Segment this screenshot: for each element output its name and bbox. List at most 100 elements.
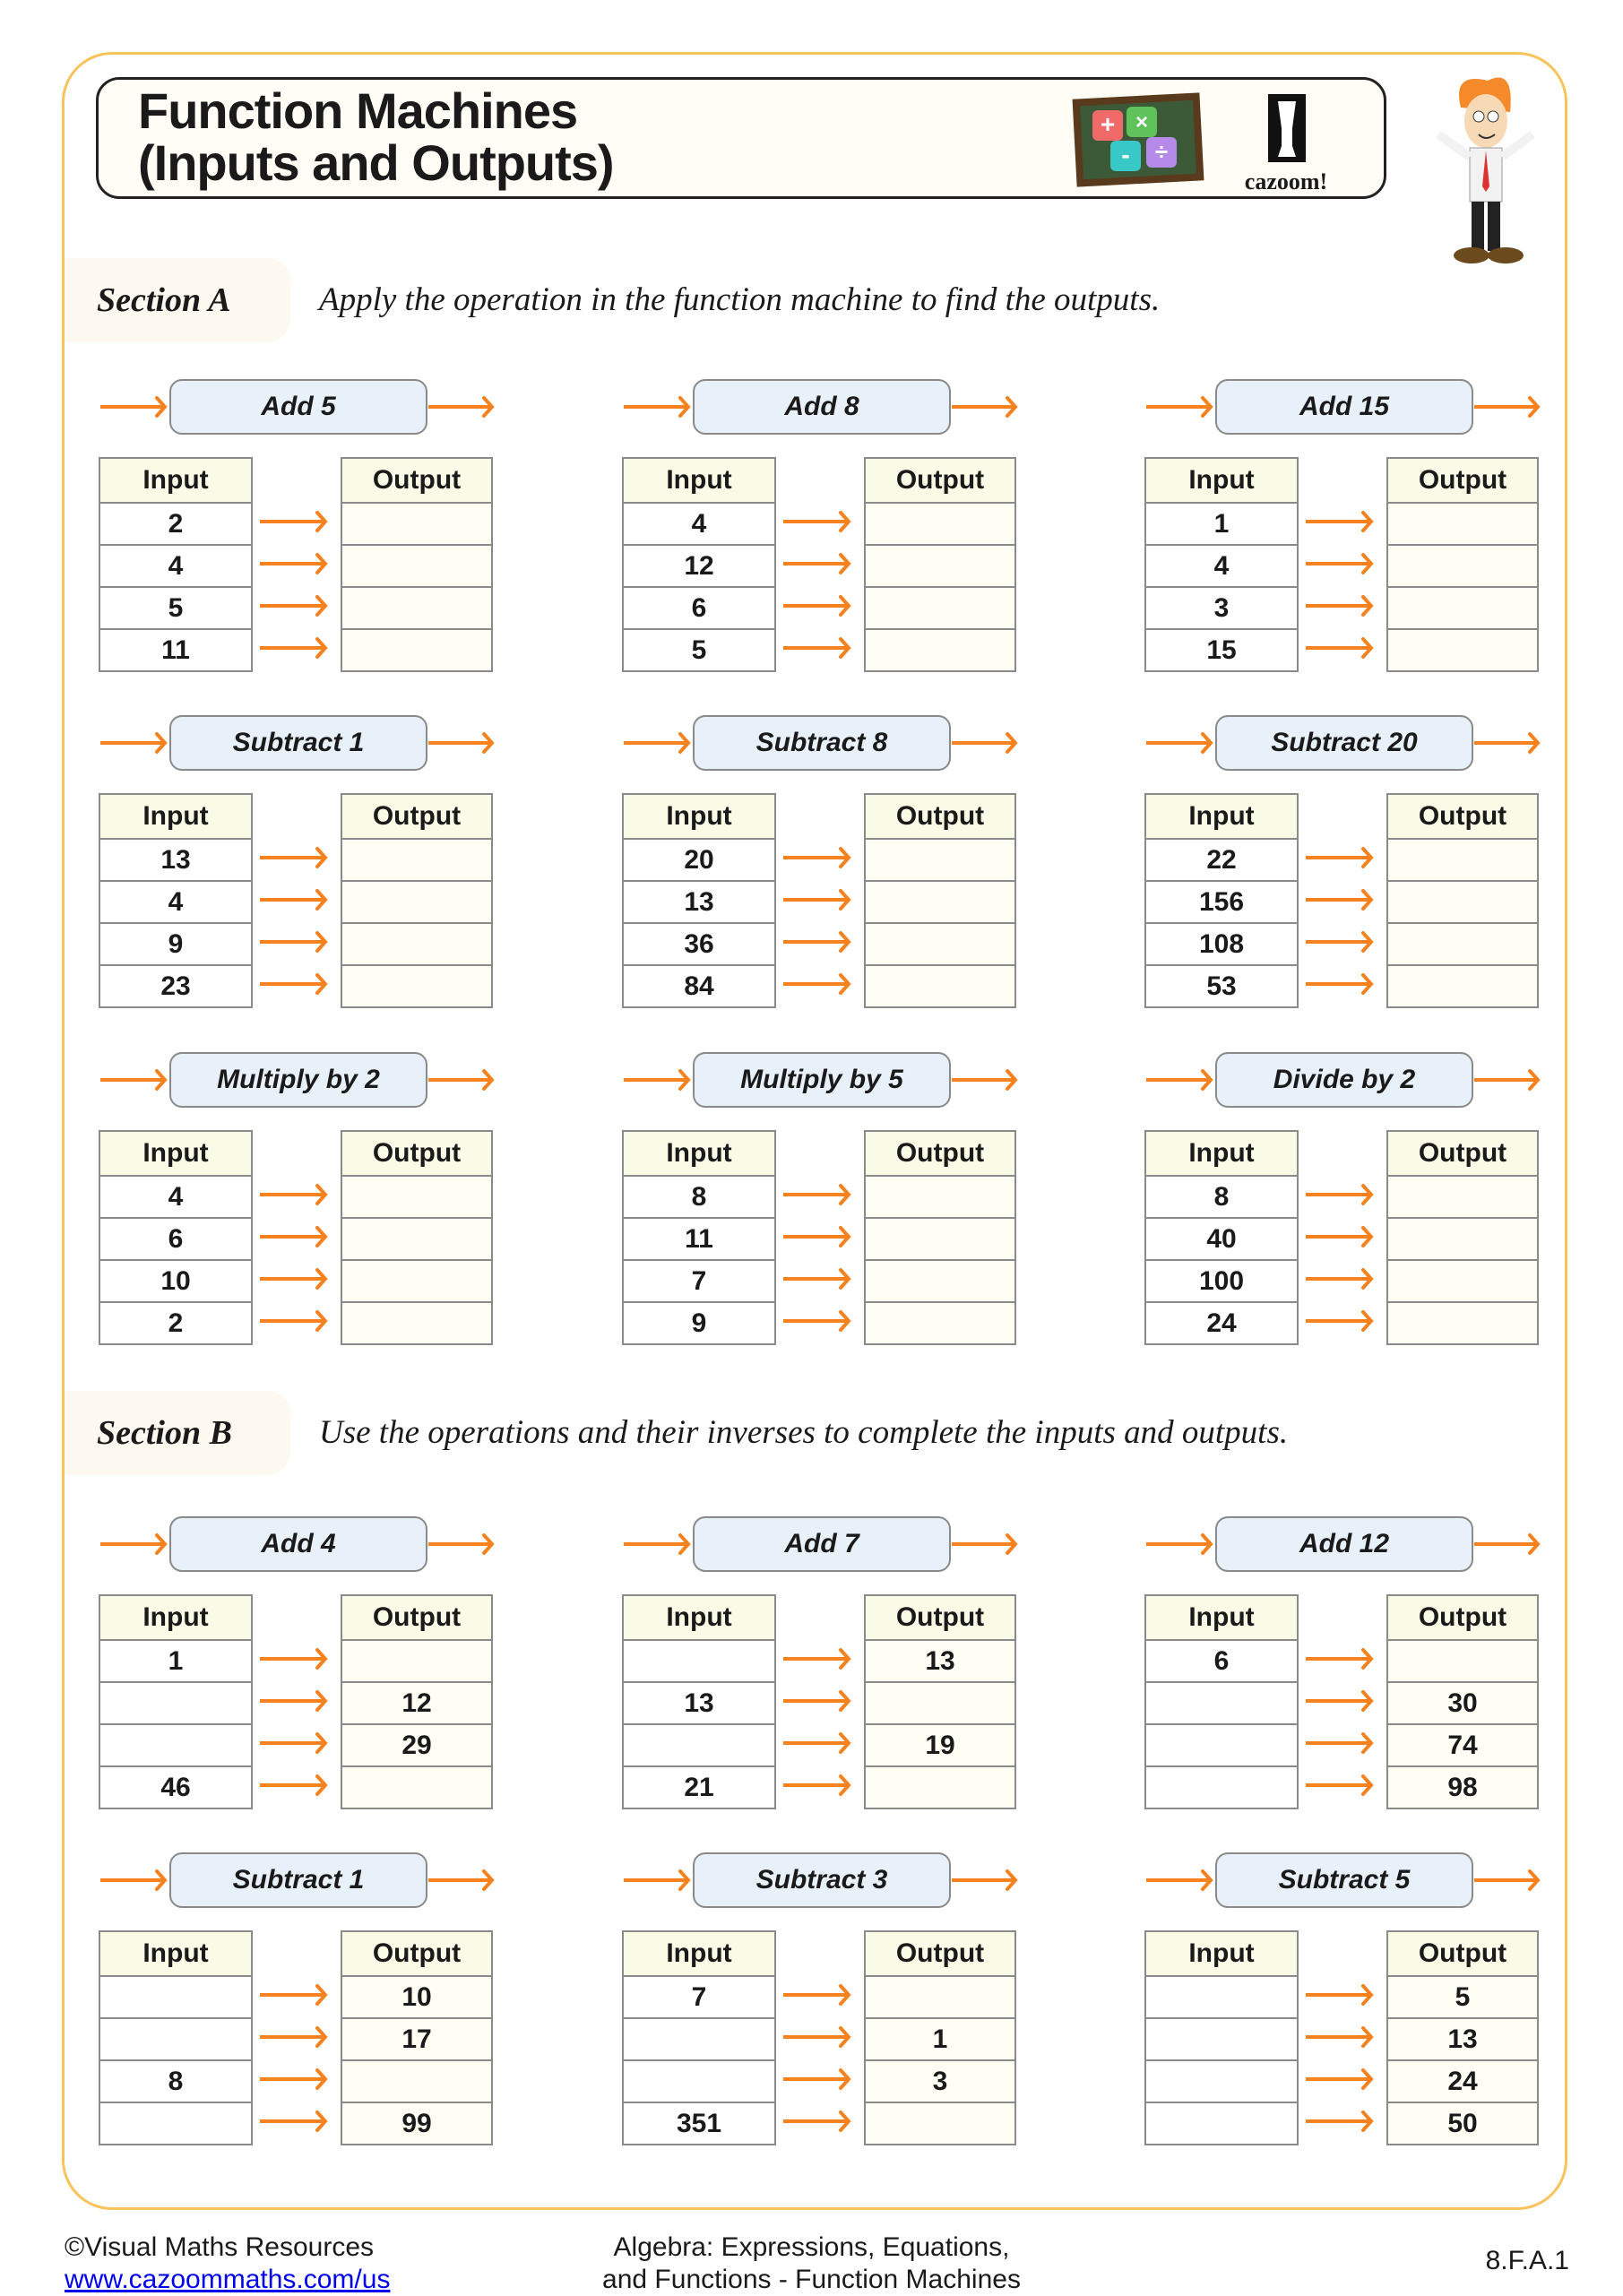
input-arrow-icon [100, 1869, 168, 1891]
output-cell[interactable] [341, 1217, 493, 1261]
output-cell[interactable] [864, 628, 1016, 672]
output-cell[interactable] [1386, 880, 1539, 924]
output-cell[interactable] [1386, 964, 1539, 1008]
row-arrow-icon [783, 931, 851, 953]
output-cell[interactable] [864, 1259, 1016, 1303]
output-cell: 98 [1386, 1765, 1539, 1809]
output-cell[interactable] [1386, 1217, 1539, 1261]
input-cell[interactable] [99, 1723, 253, 1767]
output-cell[interactable] [864, 1681, 1016, 1725]
output-table: Output [864, 1130, 1016, 1345]
output-cell[interactable] [864, 1217, 1016, 1261]
output-cell[interactable] [341, 1259, 493, 1303]
output-cell[interactable] [1386, 628, 1539, 672]
output-cell[interactable] [864, 586, 1016, 630]
input-header: Input [622, 1130, 776, 1177]
input-cell: 24 [1144, 1301, 1299, 1345]
row-arrow-icon [783, 2068, 851, 2090]
input-cell[interactable] [99, 2102, 253, 2145]
output-header: Output [864, 793, 1016, 840]
output-cell[interactable] [864, 922, 1016, 966]
input-table: Input 2 4 5 11 [99, 457, 253, 672]
input-cell[interactable] [1144, 2017, 1299, 2061]
output-header: Output [341, 1594, 493, 1641]
input-header: Input [99, 793, 253, 840]
output-cell[interactable] [341, 1765, 493, 1809]
website-link[interactable]: www.cazoommaths.com/us [65, 2265, 391, 2294]
output-cell[interactable] [864, 880, 1016, 924]
output-cell[interactable] [864, 838, 1016, 882]
function-machine: Add 5 Input 2 4 5 11 Output [99, 379, 495, 675]
input-cell[interactable] [1144, 1681, 1299, 1725]
input-cell: 10 [99, 1259, 253, 1303]
row-arrow-icon [260, 973, 328, 995]
input-cell: 13 [622, 880, 776, 924]
operation-box: Subtract 20 [1215, 715, 1473, 771]
output-cell[interactable] [1386, 922, 1539, 966]
input-header: Input [622, 1594, 776, 1641]
output-arrow-icon [952, 732, 1018, 754]
row-arrow-icon [1306, 1310, 1374, 1332]
input-cell[interactable] [99, 1975, 253, 2019]
output-cell[interactable] [864, 1175, 1016, 1219]
output-cell[interactable] [1386, 1639, 1539, 1683]
function-machine: Divide by 2 Input 8 40 100 24 Output [1144, 1052, 1541, 1348]
input-cell: 46 [99, 1765, 253, 1809]
input-cell[interactable] [1144, 2102, 1299, 2145]
output-cell[interactable] [864, 2102, 1016, 2145]
output-cell[interactable] [864, 1301, 1016, 1345]
output-cell[interactable] [341, 964, 493, 1008]
output-cell[interactable] [864, 1975, 1016, 2019]
input-cell[interactable] [1144, 1723, 1299, 1767]
output-table: Output 30 74 98 [1386, 1594, 1539, 1809]
output-cell: 24 [1386, 2059, 1539, 2103]
input-cell[interactable] [622, 2059, 776, 2103]
input-arrow-icon [100, 396, 168, 418]
output-cell[interactable] [341, 1639, 493, 1683]
input-cell[interactable] [99, 2017, 253, 2061]
input-arrow-icon [624, 1869, 691, 1891]
output-cell[interactable] [864, 1765, 1016, 1809]
output-cell[interactable] [1386, 1259, 1539, 1303]
output-cell[interactable] [1386, 544, 1539, 588]
input-cell[interactable] [1144, 1975, 1299, 2019]
input-cell[interactable] [622, 1639, 776, 1683]
output-cell[interactable] [341, 628, 493, 672]
input-cell: 21 [622, 1765, 776, 1809]
output-cell[interactable] [341, 544, 493, 588]
output-cell[interactable] [864, 964, 1016, 1008]
output-cell[interactable] [341, 1301, 493, 1345]
output-cell[interactable] [1386, 1175, 1539, 1219]
function-machine: Add 8 Input 4 12 6 5 Output [622, 379, 1018, 675]
row-arrow-icon [1306, 1984, 1374, 2006]
input-cell: 5 [99, 586, 253, 630]
output-cell[interactable] [341, 1175, 493, 1219]
output-cell[interactable] [341, 880, 493, 924]
output-cell[interactable] [341, 2059, 493, 2103]
svg-text:×: × [1135, 110, 1148, 134]
svg-text:+: + [1101, 110, 1115, 138]
output-table: Output 5 13 24 50 [1386, 1930, 1539, 2145]
output-header: Output [1386, 793, 1539, 840]
input-cell[interactable] [99, 1681, 253, 1725]
input-table: Input 1 4 3 15 [1144, 457, 1299, 672]
input-cell[interactable] [1144, 1765, 1299, 1809]
input-cell[interactable] [622, 1723, 776, 1767]
row-arrow-icon [783, 1268, 851, 1290]
output-cell[interactable] [341, 838, 493, 882]
output-cell[interactable] [341, 586, 493, 630]
output-arrow-icon [428, 732, 495, 754]
output-cell[interactable] [1386, 502, 1539, 546]
output-cell: 99 [341, 2102, 493, 2145]
input-cell[interactable] [622, 2017, 776, 2061]
output-cell[interactable] [864, 502, 1016, 546]
output-cell[interactable] [1386, 838, 1539, 882]
output-cell[interactable] [1386, 586, 1539, 630]
input-cell[interactable] [1144, 2059, 1299, 2103]
output-cell: 10 [341, 1975, 493, 2019]
output-cell[interactable] [341, 502, 493, 546]
output-cell[interactable] [864, 544, 1016, 588]
output-cell[interactable] [1386, 1301, 1539, 1345]
output-cell[interactable] [341, 922, 493, 966]
function-machine: Subtract 20 Input 22 156 108 53 Output [1144, 715, 1541, 1011]
